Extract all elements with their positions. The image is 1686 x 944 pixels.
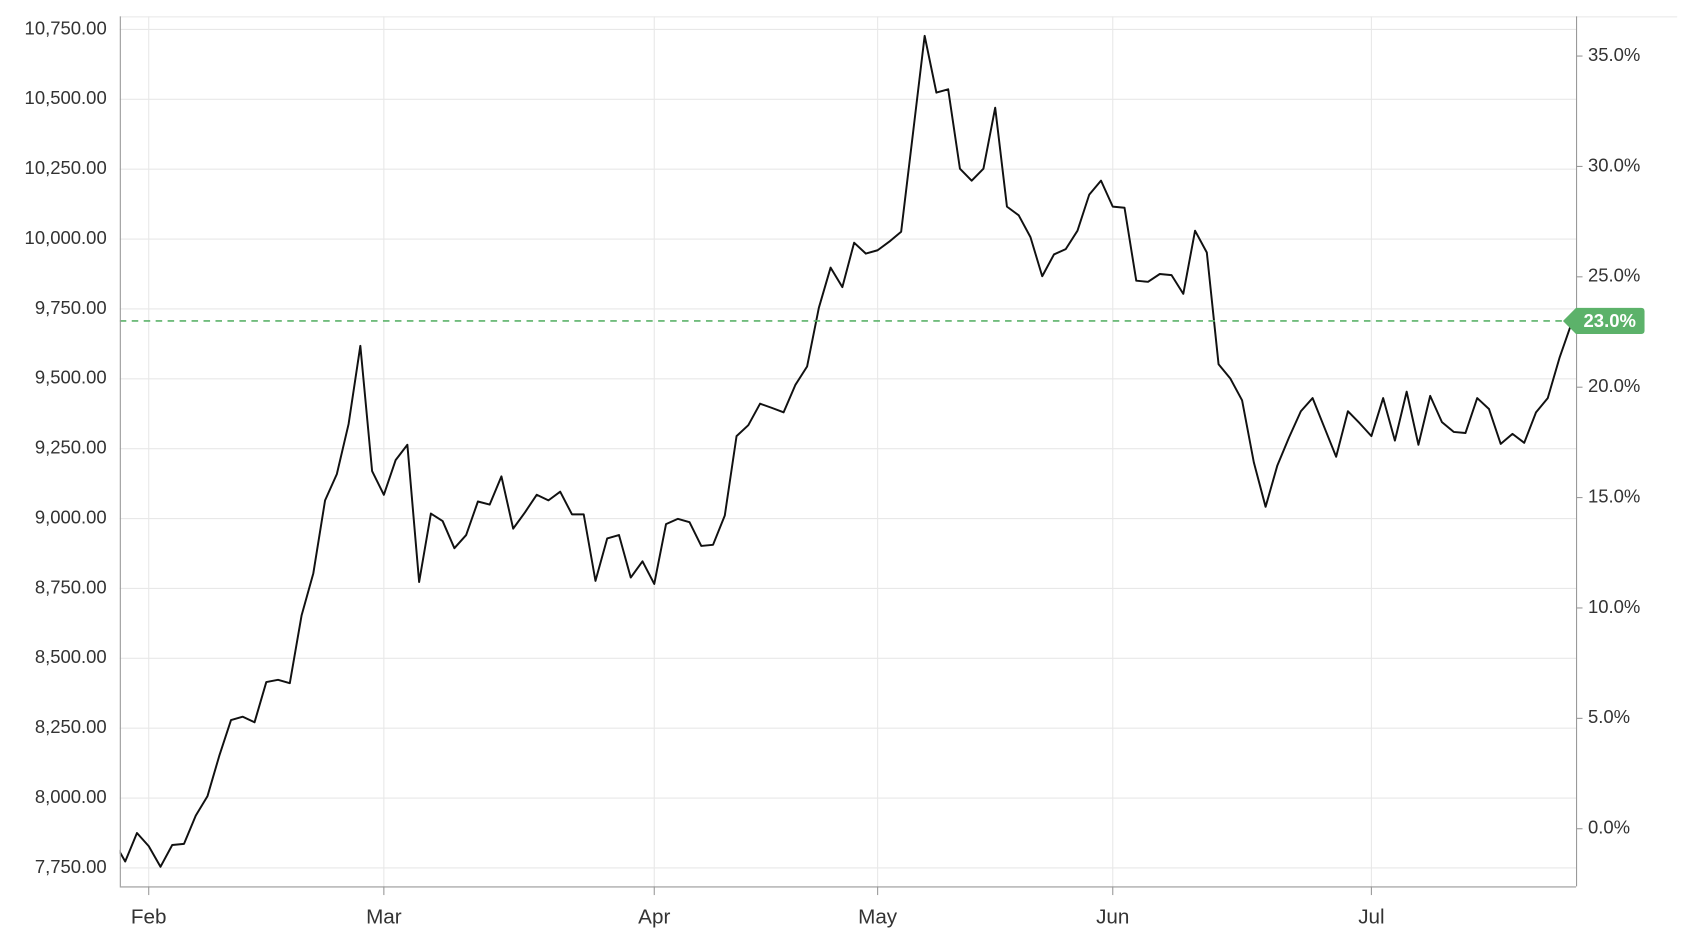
y-tick-label: 10,500.00 <box>25 87 107 108</box>
x-tick-label: May <box>858 905 898 928</box>
y-tick-label: 9,000.00 <box>35 506 107 527</box>
y-tick-label: 7,750.00 <box>35 856 107 877</box>
labels: 7,750.00 8,000.00 8,250.00 8,500.00 8,750.00… <box>25 17 1645 928</box>
y-tick-label: 8,000.00 <box>35 786 107 807</box>
x-tick-label: Jul <box>1358 905 1384 928</box>
y-tick-label: 8,750.00 <box>35 576 107 597</box>
x-tick-label: Feb <box>131 905 167 928</box>
y-tick-label: 8,500.00 <box>35 646 107 667</box>
plot-area <box>119 34 1577 868</box>
current-value-badge <box>1562 307 1645 335</box>
grid <box>119 16 1577 887</box>
y2-tick-label: 15.0% <box>1588 485 1640 506</box>
y2-tick-label: 20.0% <box>1588 375 1640 396</box>
y2-tick-label: 10.0% <box>1588 596 1640 617</box>
y-tick-label: 10,000.00 <box>25 227 107 248</box>
y2-tick-label: 0.0% <box>1588 817 1630 838</box>
y-tick-label: 9,750.00 <box>35 297 107 318</box>
y-tick-label: 9,500.00 <box>35 367 107 388</box>
y2-tick-label: 35.0% <box>1588 44 1640 65</box>
current-value-label: 23.0% <box>1584 310 1636 331</box>
y2-tick-label: 30.0% <box>1588 154 1640 175</box>
x-tick-label: Jun <box>1096 905 1129 928</box>
x-tick-label: Mar <box>366 905 402 928</box>
y-tick-label: 10,750.00 <box>25 17 107 38</box>
price-line <box>119 34 1573 868</box>
y2-tick-label: 25.0% <box>1588 265 1640 286</box>
y2-tick-label: 5.0% <box>1588 706 1630 727</box>
y-tick-label: 8,250.00 <box>35 716 107 737</box>
y-tick-label: 9,250.00 <box>35 437 107 458</box>
y-tick-label: 10,250.00 <box>25 157 107 178</box>
x-tick-label: Apr <box>638 905 670 928</box>
